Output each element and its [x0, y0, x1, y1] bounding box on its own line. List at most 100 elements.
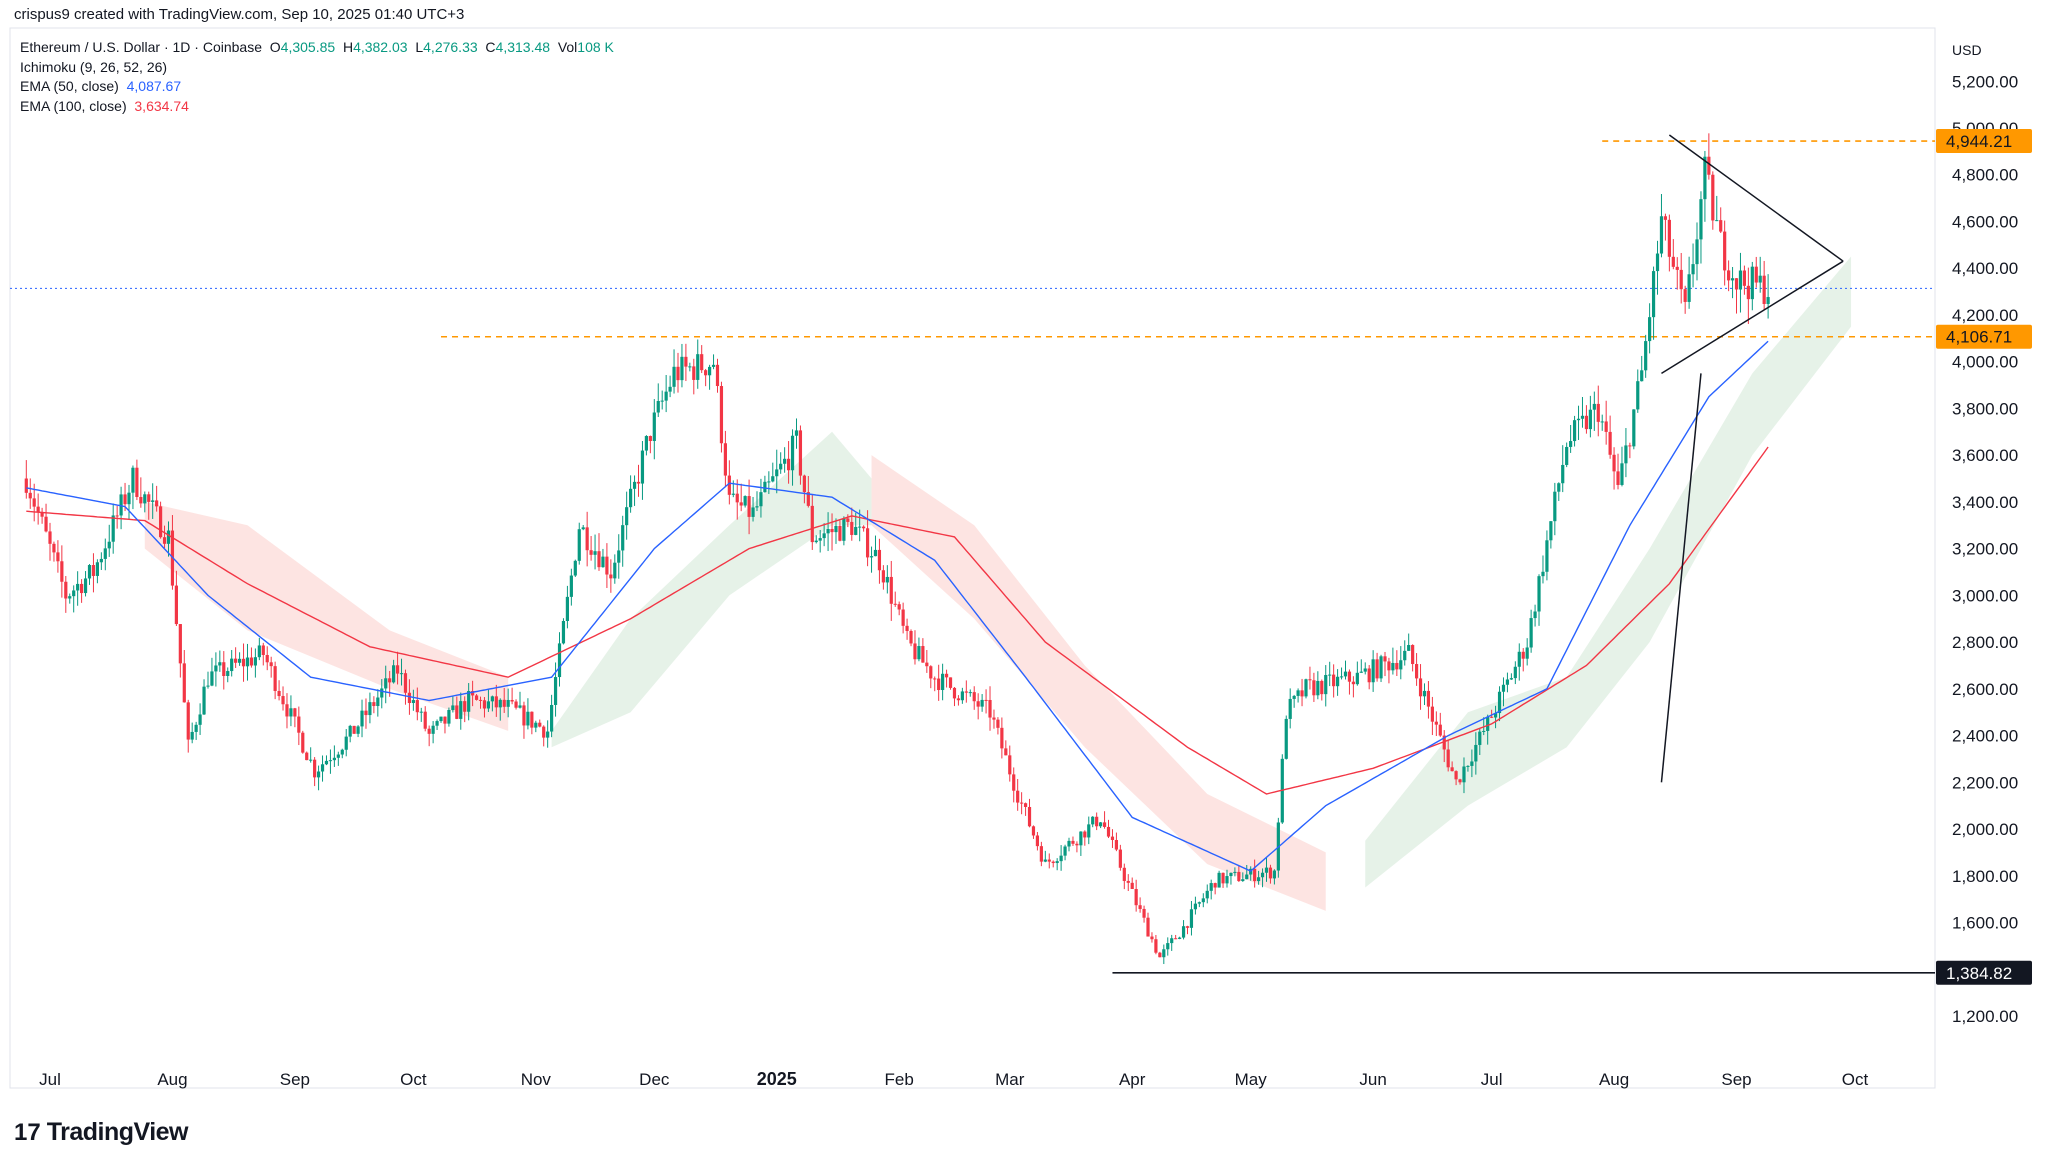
- candle-body: [427, 728, 431, 734]
- candle-body: [1553, 491, 1557, 522]
- candle-body: [305, 752, 309, 761]
- candle-body: [44, 516, 48, 532]
- candle-body: [1628, 445, 1632, 447]
- legend-ichimoku[interactable]: Ichimoku (9, 26, 52, 26): [20, 58, 614, 78]
- candle-body: [1174, 938, 1178, 940]
- candle-body: [478, 699, 483, 701]
- candle-body: [676, 366, 680, 381]
- candle-body: [1604, 421, 1608, 432]
- candle-body: [1711, 174, 1715, 221]
- candle-body: [668, 386, 672, 392]
- candle-body: [1241, 879, 1245, 882]
- candle-body: [952, 687, 957, 699]
- candle-body: [1521, 651, 1525, 659]
- candle-body: [455, 705, 459, 719]
- candle-body: [747, 496, 751, 517]
- y-tick-label: 2,000.00: [1952, 820, 2018, 839]
- price-badge-1: [1936, 324, 2032, 349]
- candle-body: [48, 531, 52, 544]
- candle-body: [1719, 220, 1723, 232]
- low-value: 4,276.33: [423, 39, 478, 55]
- candle-body: [186, 702, 190, 740]
- trendline-1: [1661, 260, 1844, 375]
- candle-body: [28, 492, 32, 499]
- candle-body: [471, 691, 475, 696]
- candle-body: [423, 711, 427, 729]
- candle-body: [1486, 716, 1490, 731]
- candle-body: [174, 585, 178, 625]
- candle-body: [1375, 659, 1379, 679]
- candle-body: [1205, 890, 1209, 899]
- candle-body: [565, 596, 570, 622]
- candle-body: [550, 704, 554, 732]
- candle-body: [1478, 731, 1482, 745]
- candle-body: [1533, 611, 1537, 619]
- candle-body: [1083, 831, 1087, 838]
- candle-body: [111, 515, 115, 542]
- candle-body: [32, 498, 36, 507]
- candle-body: [431, 725, 435, 734]
- candle-body: [1359, 671, 1363, 673]
- candle-body: [91, 565, 96, 576]
- candle-body: [1699, 199, 1703, 240]
- candle-body: [1201, 898, 1205, 903]
- candle-body: [119, 494, 123, 516]
- candle-body: [1434, 721, 1438, 725]
- candle-body: [301, 732, 305, 753]
- x-tick-label: Sep: [280, 1070, 310, 1089]
- candle-body: [265, 654, 269, 663]
- x-tick-label: Nov: [521, 1070, 552, 1089]
- candle-body: [1411, 645, 1415, 665]
- candle-body: [1320, 680, 1324, 695]
- candle-body: [1351, 681, 1355, 685]
- candle-body: [222, 662, 226, 676]
- candle-body: [498, 699, 502, 708]
- x-tick-label: Dec: [639, 1070, 670, 1089]
- candle-body: [869, 556, 874, 558]
- candle-body: [1150, 936, 1154, 940]
- candle-body: [1596, 403, 1600, 422]
- candle-body: [1253, 868, 1257, 882]
- candle-body: [1016, 790, 1020, 803]
- candle-body: [467, 691, 471, 712]
- candle-body: [1142, 908, 1146, 918]
- legend-symbol-row: Ethereum / U.S. Dollar · 1D · Coinbase O…: [20, 38, 614, 58]
- candle-body: [1288, 698, 1292, 719]
- candle-body: [87, 565, 92, 579]
- candle-body: [1482, 730, 1486, 732]
- candle-body: [1035, 835, 1040, 847]
- candle-body: [443, 716, 447, 724]
- candle-body: [1675, 266, 1679, 270]
- legend-ema100[interactable]: EMA (100, close) 3,634.74: [20, 97, 614, 117]
- y-tick-label: 4,800.00: [1952, 166, 2018, 185]
- candle-body: [348, 725, 352, 737]
- tradingview-brand[interactable]: 17 TradingView: [14, 1118, 189, 1147]
- candle-body: [68, 596, 72, 599]
- candle-body: [336, 754, 340, 758]
- candle-body: [514, 701, 518, 708]
- candle-body: [1268, 867, 1273, 879]
- candle-body: [1379, 656, 1383, 679]
- ichimoku-cloud-bull-3: [1365, 256, 1852, 888]
- candle-body: [1158, 952, 1162, 958]
- candle-body: [605, 556, 609, 575]
- candle-body: [1742, 270, 1747, 286]
- candle-body: [1055, 861, 1059, 864]
- x-tick-label: Jul: [39, 1070, 61, 1089]
- candle-body: [52, 543, 56, 553]
- candle-body: [1470, 761, 1474, 766]
- y-tick-label: 3,000.00: [1952, 586, 2018, 605]
- candle-body: [1640, 370, 1644, 382]
- candle-body: [629, 488, 633, 508]
- candle-body: [1691, 264, 1695, 275]
- legend-ema50[interactable]: EMA (50, close) 4,087.67: [20, 77, 614, 97]
- symbol-title[interactable]: Ethereum / U.S. Dollar · 1D · Coinbase: [20, 39, 262, 55]
- candle-body: [806, 492, 810, 506]
- candle-body: [155, 500, 159, 507]
- candle-body: [1569, 441, 1573, 447]
- candle-body: [707, 366, 712, 376]
- candle-body: [1079, 831, 1083, 846]
- candle-body: [1170, 938, 1174, 944]
- candle-body: [1636, 381, 1640, 410]
